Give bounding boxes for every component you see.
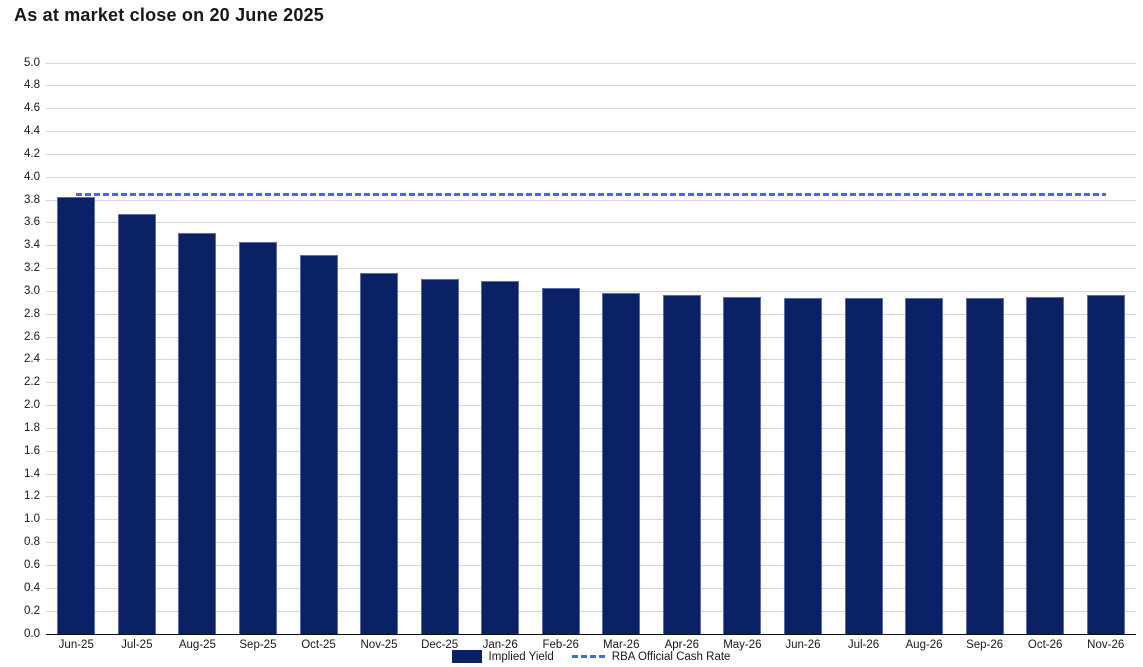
y-axis-tick-label: 0.8: [24, 536, 40, 549]
y-gridline: [46, 542, 1136, 544]
y-axis-tick-label: 1.4: [24, 467, 40, 480]
legend: Implied Yield RBA Official Cash Rate: [46, 650, 1136, 663]
y-axis-tick-label: 0.0: [24, 627, 40, 640]
bar-swatch-icon: [451, 650, 482, 663]
y-axis-tick-label: 3.2: [24, 262, 40, 275]
x-axis-tick-label: Sep-25: [239, 639, 277, 651]
legend-item-implied-yield[interactable]: Implied Yield: [451, 650, 554, 663]
y-gridline: [46, 610, 1136, 612]
x-axis-tick-label: May-26: [723, 639, 762, 651]
legend-item-cash-rate[interactable]: RBA Official Cash Rate: [571, 650, 731, 663]
x-axis-tick-label: Apr-26: [664, 639, 700, 651]
y-axis-tick-label: 4.2: [24, 147, 40, 160]
x-axis-tick-label: Jul-26: [847, 639, 880, 651]
y-axis-tick-label: 4.6: [24, 102, 40, 115]
y-axis-tick-label: 2.0: [24, 399, 40, 412]
y-axis-tick-label: 2.8: [24, 307, 40, 320]
x-axis-tick-label: Aug-26: [905, 639, 943, 651]
y-axis-tick-label: 1.0: [24, 513, 40, 526]
x-axis-line: [46, 634, 1136, 635]
y-gridline: [46, 153, 1136, 155]
y-gridline: [46, 564, 1136, 566]
rba-cash-rate-dashed-line: [76, 192, 1106, 196]
y-axis-tick-label: 0.4: [24, 581, 40, 594]
x-axis-tick-label: Nov-26: [1087, 639, 1125, 651]
y-gridline: [46, 313, 1136, 315]
bar-apr-26: [662, 294, 701, 634]
x-axis-tick-label: Jun-26: [785, 639, 821, 651]
y-gridline: [46, 427, 1136, 429]
x-axis-tick-label: Feb-26: [542, 639, 579, 651]
y-gridline: [46, 587, 1136, 589]
y-axis-tick-label: 1.8: [24, 421, 40, 434]
x-axis-tick-label: Aug-25: [178, 639, 216, 651]
y-axis-tick-label: 4.8: [24, 79, 40, 92]
bar-aug-26: [905, 298, 944, 634]
bar-jan-26: [481, 281, 520, 634]
y-gridline: [46, 222, 1136, 224]
y-gridline: [46, 176, 1136, 178]
y-axis-tick-label: 2.6: [24, 330, 40, 343]
dashed-line-swatch-icon: [571, 655, 605, 658]
y-gridline: [46, 245, 1136, 247]
bar-aug-25: [178, 233, 217, 634]
y-axis-tick-label: 3.0: [24, 284, 40, 297]
bar-mar-26: [602, 292, 641, 634]
bar-jun-26: [783, 298, 822, 634]
bar-jul-26: [844, 298, 883, 634]
x-axis-tick-label: Mar-26: [603, 639, 640, 651]
bar-oct-25: [299, 254, 338, 634]
x-axis-tick-label: Oct-25: [301, 639, 336, 651]
y-gridline: [46, 268, 1136, 270]
y-gridline: [46, 336, 1136, 338]
bar-feb-26: [541, 287, 580, 634]
bar-may-26: [723, 297, 762, 634]
x-axis-tick-label: Jun-25: [58, 639, 94, 651]
y-axis-tick-label: 3.6: [24, 216, 40, 229]
legend-label-implied-yield: Implied Yield: [488, 650, 554, 663]
x-axis-tick-label: Jul-25: [121, 639, 153, 651]
y-axis-tick-label: 4.4: [24, 125, 40, 138]
y-axis-tick-label: 0.6: [24, 558, 40, 571]
x-axis-tick-label: Jan-26: [482, 639, 518, 651]
x-axis-tick-label: Nov-25: [360, 639, 398, 651]
bar-sep-26: [965, 298, 1004, 634]
y-axis-tick-label: 2.4: [24, 353, 40, 366]
bar-dec-25: [420, 278, 459, 634]
x-axis-tick-label: Oct-26: [1027, 639, 1063, 651]
y-gridline: [46, 450, 1136, 452]
y-axis-tick-label: 3.8: [24, 193, 40, 206]
y-axis-tick-label: 2.2: [24, 376, 40, 389]
y-gridline: [46, 131, 1136, 133]
y-gridline: [46, 519, 1136, 521]
y-gridline: [46, 359, 1136, 361]
y-gridline: [46, 108, 1136, 110]
y-gridline: [46, 199, 1136, 201]
y-axis-tick-label: 3.4: [24, 239, 40, 252]
y-axis-tick-label: 5.0: [24, 56, 40, 69]
y-gridline: [46, 473, 1136, 475]
legend-label-cash-rate: RBA Official Cash Rate: [611, 650, 731, 663]
bar-jun-25: [57, 196, 96, 634]
bar-nov-25: [360, 273, 399, 634]
bar-nov-26: [1086, 294, 1125, 634]
y-axis-tick-label: 4.0: [24, 170, 40, 183]
y-axis-tick-label: 0.2: [24, 604, 40, 617]
x-axis-tick-label: Sep-26: [966, 639, 1004, 651]
y-gridline: [46, 405, 1136, 407]
y-gridline: [46, 62, 1136, 64]
y-gridline: [46, 496, 1136, 498]
y-axis-tick-label: 1.2: [24, 490, 40, 503]
y-gridline: [46, 85, 1136, 87]
bar-oct-26: [1026, 297, 1065, 634]
y-axis-tick-label: 1.6: [24, 444, 40, 457]
bar-sep-25: [238, 242, 277, 634]
y-gridline: [46, 290, 1136, 292]
x-axis-tick-label: Dec-25: [421, 639, 459, 651]
y-gridline: [46, 382, 1136, 384]
chart-title: As at market close on 20 June 2025: [14, 5, 324, 25]
bar-jul-25: [117, 213, 156, 634]
